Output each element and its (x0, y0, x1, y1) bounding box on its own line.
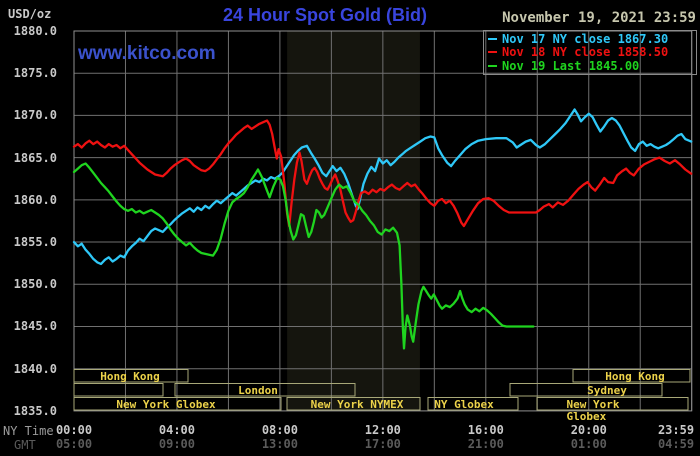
gmt-tick: 04:59 (657, 436, 695, 451)
y-axis-tick-label: 1865.0 (13, 150, 57, 165)
gmt-tick: 09:00 (158, 436, 195, 451)
price-line-nov-18 (72, 119, 693, 228)
ny-time-tick: 12:00 (364, 422, 401, 437)
session-box (73, 397, 282, 411)
legend-item: Nov 18 NY close 1858.50 (484, 45, 696, 60)
legend-line-marker (488, 51, 497, 54)
session-box (509, 383, 663, 397)
legend-item: Nov 19 Last 1845.00 (484, 59, 696, 74)
session-label-hong-kong: Hong Kong (605, 369, 665, 383)
session-label-london: London (238, 383, 278, 397)
price-line-nov-19 (72, 162, 535, 350)
y-axis-tick-label: 1840.0 (13, 361, 57, 376)
session-box (572, 369, 691, 383)
ny-time-tick: 20:00 (570, 422, 607, 437)
y-axis-tick-label: 1850.0 (13, 277, 57, 292)
chart-datetime: November 19, 2021 23:59 (502, 10, 696, 26)
page-title: 24 Hour Spot Gold (Bid) (223, 5, 427, 25)
ny-time-tick: 00:00 (55, 422, 93, 437)
y-axis-tick-label: 1845.0 (13, 319, 57, 334)
session-label-new-york-globex: New York Globex (116, 397, 216, 411)
session-label-sydney: Sydney (587, 383, 627, 397)
y-axis-tick-label: 1870.0 (13, 108, 57, 123)
y-axis-tick-label: 1875.0 (13, 66, 57, 81)
gmt-axis-label: GMT (14, 438, 36, 452)
session-label-hong-kong: Hong Kong (100, 369, 160, 383)
session-box (73, 369, 189, 383)
y-axis-unit-label: USD/oz (8, 7, 52, 21)
session-box (286, 397, 421, 411)
session-box (427, 397, 519, 411)
session-label-ny-globex: NY Globex (434, 397, 494, 411)
ny-time-tick: 04:00 (158, 422, 195, 437)
legend-line-marker (488, 65, 497, 68)
ny-time-tick: 23:59 (657, 422, 695, 437)
session-label-new-york-globex: New York Globex (566, 397, 620, 423)
legend-line-marker (488, 37, 497, 40)
ny-time-tick: 16:00 (467, 422, 504, 437)
kitco-watermark: www.kitco.com (78, 43, 216, 64)
gmt-tick: 05:00 (55, 436, 93, 451)
y-axis-tick-label: 1860.0 (13, 192, 57, 207)
legend-item-label: Nov 17 NY close 1867.30 (502, 31, 669, 46)
session-box (174, 383, 356, 397)
legend-item: Nov 17 NY close 1867.30 (484, 31, 696, 46)
ny-time-axis-label: NY Time (3, 424, 54, 438)
plot-border (73, 30, 693, 412)
gmt-tick: 01:00 (570, 436, 607, 451)
gmt-tick: 17:00 (364, 436, 401, 451)
gmt-tick: 21:00 (467, 436, 504, 451)
session-label-new-york-nymex: New York NYMEX (310, 397, 404, 411)
legend-item-label: Nov 18 NY close 1858.50 (502, 45, 669, 60)
legend-box: Nov 17 NY close 1867.30 Nov 18 NY close 1… (483, 30, 697, 75)
session-box (536, 397, 689, 411)
gmt-tick: 13:00 (261, 436, 298, 451)
session-box (73, 383, 164, 397)
y-axis-tick-label: 1880.0 (13, 24, 57, 38)
y-axis-tick-label: 1855.0 (13, 235, 57, 250)
ny-time-tick: 08:00 (261, 422, 298, 437)
y-axis-tick-label: 1835.0 (13, 403, 57, 418)
legend-item-label: Nov 19 Last 1845.00 (502, 59, 640, 74)
